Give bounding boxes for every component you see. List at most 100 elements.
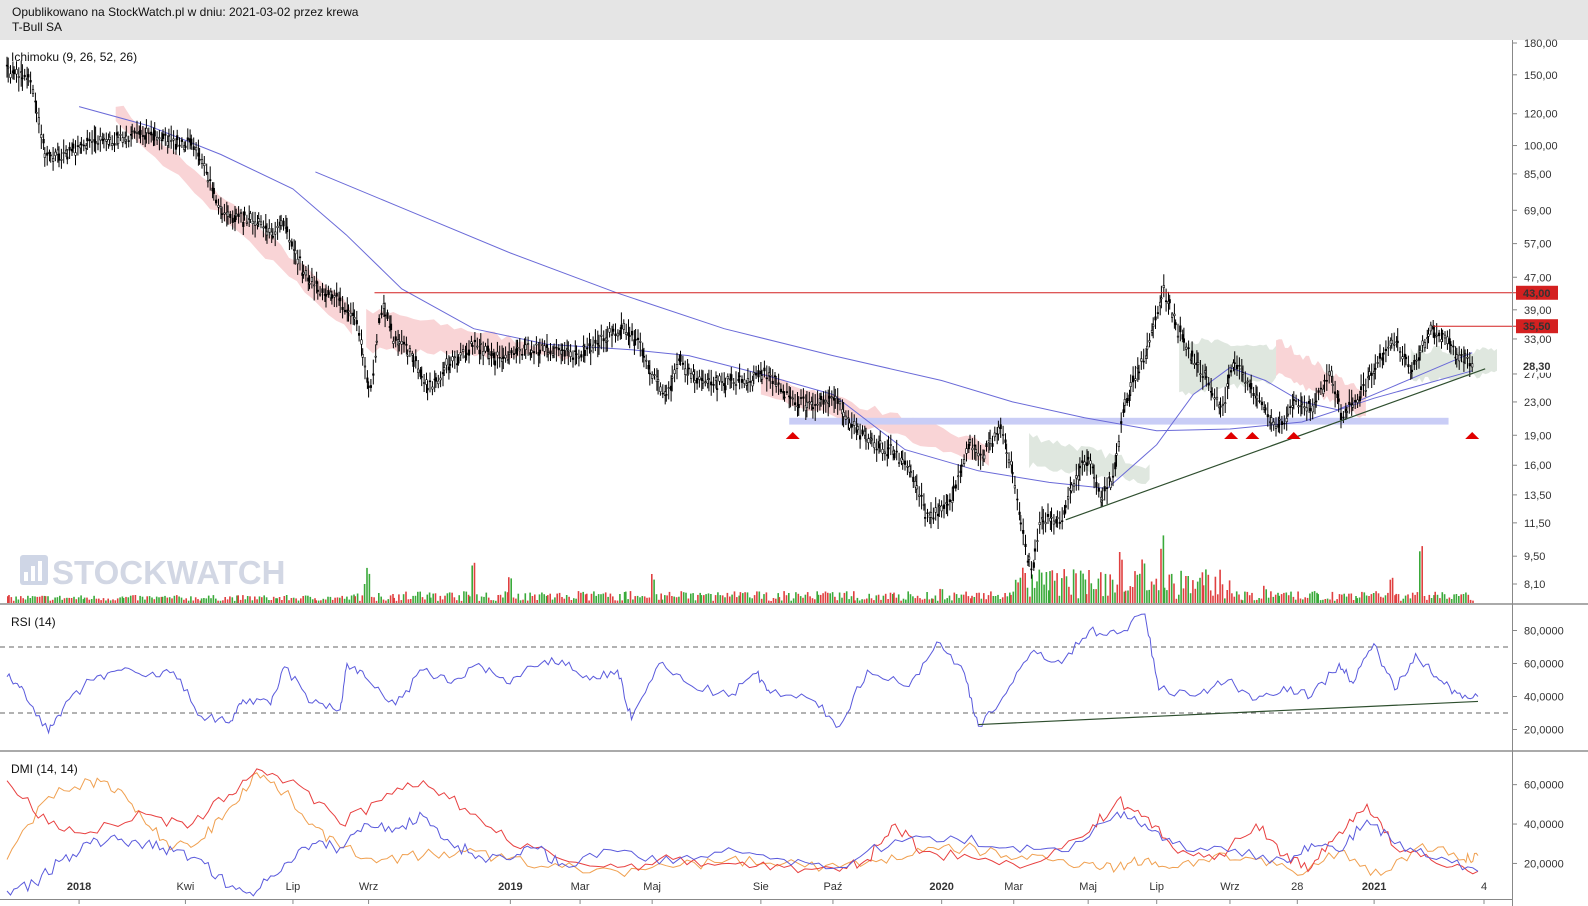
volume-bar (1251, 592, 1253, 603)
volume-bar (171, 598, 173, 603)
volume-bar (1433, 595, 1435, 603)
volume-bar (834, 596, 836, 603)
candle-body (1227, 374, 1230, 379)
volume-bar (178, 596, 180, 603)
candle-body (160, 139, 163, 142)
dmi-y-tick-label: 40,0000 (1524, 819, 1564, 831)
volume-bar (73, 596, 75, 603)
candle-body (936, 513, 940, 517)
candle-body (439, 377, 442, 381)
candle-body (1103, 486, 1106, 492)
x-tick-label: Wrz (1220, 881, 1239, 893)
volume-bar (297, 600, 300, 603)
candle-body (692, 371, 695, 375)
candle-body (743, 379, 746, 384)
volume-bar (283, 596, 286, 603)
volume-bar (417, 591, 419, 603)
candle-body (419, 369, 422, 377)
candle-body (221, 213, 224, 215)
candle-body (870, 438, 873, 441)
x-tick-label: 2018 (67, 881, 91, 893)
candle-body (1058, 521, 1061, 524)
volume-bar (1460, 594, 1462, 603)
volume-bar (678, 596, 680, 603)
volume-bar (166, 597, 169, 603)
candle-body (1258, 400, 1261, 402)
volume-bar (114, 600, 117, 603)
candle-body (298, 256, 302, 259)
volume-bar (215, 598, 217, 603)
volume-bar (946, 598, 948, 603)
volume-bar (176, 595, 178, 603)
candle-body (867, 438, 870, 444)
volume-bar (1061, 578, 1063, 603)
volume-bar (1033, 587, 1036, 603)
candle-body (34, 100, 37, 103)
candle-body (465, 352, 468, 356)
candle-body (704, 381, 707, 384)
volume-bar (1278, 595, 1280, 603)
candle-body (1462, 360, 1465, 363)
volume-bar (402, 594, 405, 603)
candle-body (82, 144, 85, 147)
candle-body (535, 343, 538, 346)
volume-bar (1350, 593, 1353, 603)
candle-body (256, 223, 259, 226)
candle-body (91, 141, 94, 144)
candle-body (70, 148, 74, 152)
candle-body (425, 379, 428, 385)
candle-body (1108, 476, 1111, 479)
volume-bar (49, 600, 52, 603)
candle-body (602, 338, 605, 342)
candle-body (198, 158, 201, 161)
candle-body (754, 372, 758, 376)
candle-body (88, 139, 91, 142)
volume-bar (317, 600, 320, 603)
candle-body (574, 350, 577, 353)
candle-body (1266, 414, 1269, 418)
volume-bar (1072, 569, 1075, 603)
volume-bar (244, 599, 247, 603)
volume-bar (1153, 584, 1155, 603)
x-tick-label: Maj (643, 881, 661, 893)
candle-body (1191, 350, 1194, 357)
volume-bar (200, 598, 203, 603)
volume-bar (1194, 588, 1197, 603)
volume-bar (953, 592, 956, 603)
candle-body (583, 349, 586, 356)
volume-bar (242, 595, 244, 603)
volume-bar (359, 600, 361, 603)
volume-bar (866, 598, 868, 603)
candle-body (259, 221, 263, 225)
candle-body (619, 330, 622, 336)
volume-bar (27, 595, 29, 603)
candle-body (929, 512, 933, 518)
candle-body (355, 320, 358, 325)
candle-body (945, 502, 948, 504)
volume-bar (47, 596, 49, 603)
candle-body (596, 342, 599, 345)
candle-body (262, 226, 265, 229)
volume-bar (1365, 595, 1368, 603)
candle-body (563, 350, 566, 357)
volume-bar (763, 594, 765, 603)
candle-body (434, 377, 438, 382)
candle-body (1427, 333, 1430, 337)
volume-bar (753, 595, 756, 603)
volume-bar (873, 600, 875, 603)
volume-bar (1407, 594, 1409, 603)
y-tick-label: 100,00 (1524, 141, 1558, 153)
candle-body (1277, 423, 1280, 428)
volume-bar (1082, 573, 1084, 603)
volume-bar (939, 588, 941, 603)
candle-body (205, 171, 208, 174)
volume-bar (346, 596, 348, 603)
triangle-marker-icon (1245, 432, 1260, 439)
candle-body (853, 420, 856, 426)
volume-bar (82, 599, 85, 603)
candle-body (903, 460, 907, 465)
candle-body (922, 504, 925, 506)
candle-body (369, 385, 373, 388)
volume-bar (100, 600, 102, 603)
candle-body (686, 374, 689, 376)
